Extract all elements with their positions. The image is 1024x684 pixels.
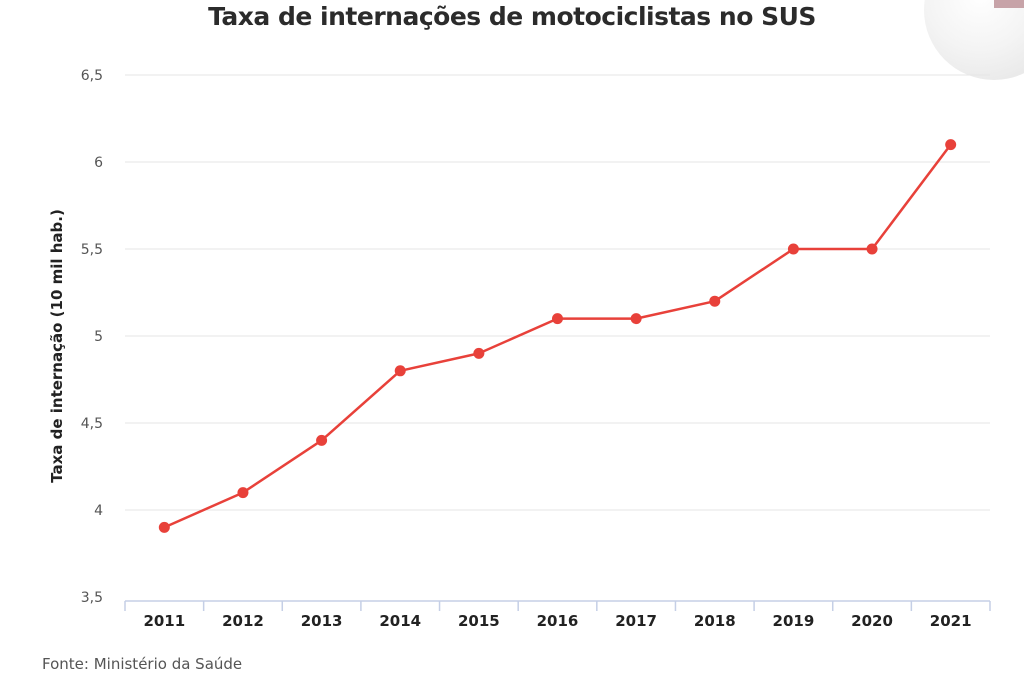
y-tick-label: 4 [94,503,103,519]
data-point [237,487,249,499]
x-tick-labels: 2011 2012 2013 2014 2015 2016 2017 2018 2019 2020… [143,612,971,630]
data-points [158,139,957,533]
source-note: Fonte: Ministério da Saúde [42,655,243,673]
data-point [473,347,485,359]
y-axis-label: Taxa de internação (10 mil hab.) [48,209,66,483]
data-point [866,243,878,255]
x-tick-label: 2013 [301,612,343,630]
y-tick-label: 5,5 [81,242,103,258]
data-point [158,521,170,533]
x-tick-label: 2019 [773,612,815,630]
y-tick-label: 4,5 [81,416,103,432]
x-tick-label: 2016 [537,612,579,630]
corner-accent [994,0,1024,8]
x-axis [124,600,991,611]
data-point [552,313,563,325]
data-point [394,365,406,377]
x-tick-label: 2014 [379,612,421,630]
x-tick-label: 2015 [458,612,500,630]
y-tick-label: 3,5 [81,590,103,606]
y-tick-label: 6,5 [81,68,103,84]
data-point [945,139,957,151]
x-tick-label: 2018 [694,612,736,630]
x-tick-label: 2012 [222,612,264,630]
x-tick-label: 2011 [143,612,185,630]
y-tick-label: 6 [94,155,103,171]
x-tick-label: 2020 [851,612,893,630]
grid-lines [125,74,990,511]
chart-title: Taxa de internações de motociclistas no … [208,2,816,31]
data-point [630,313,642,325]
y-tick-label: 5 [94,329,103,345]
data-point [709,295,721,307]
data-point [316,434,328,446]
x-tick-label: 2017 [615,612,657,630]
data-point [787,243,799,255]
y-tick-labels: 3,5 4 4,5 5 5,5 6 6,5 [81,68,103,606]
x-tick-label: 2021 [930,612,972,630]
